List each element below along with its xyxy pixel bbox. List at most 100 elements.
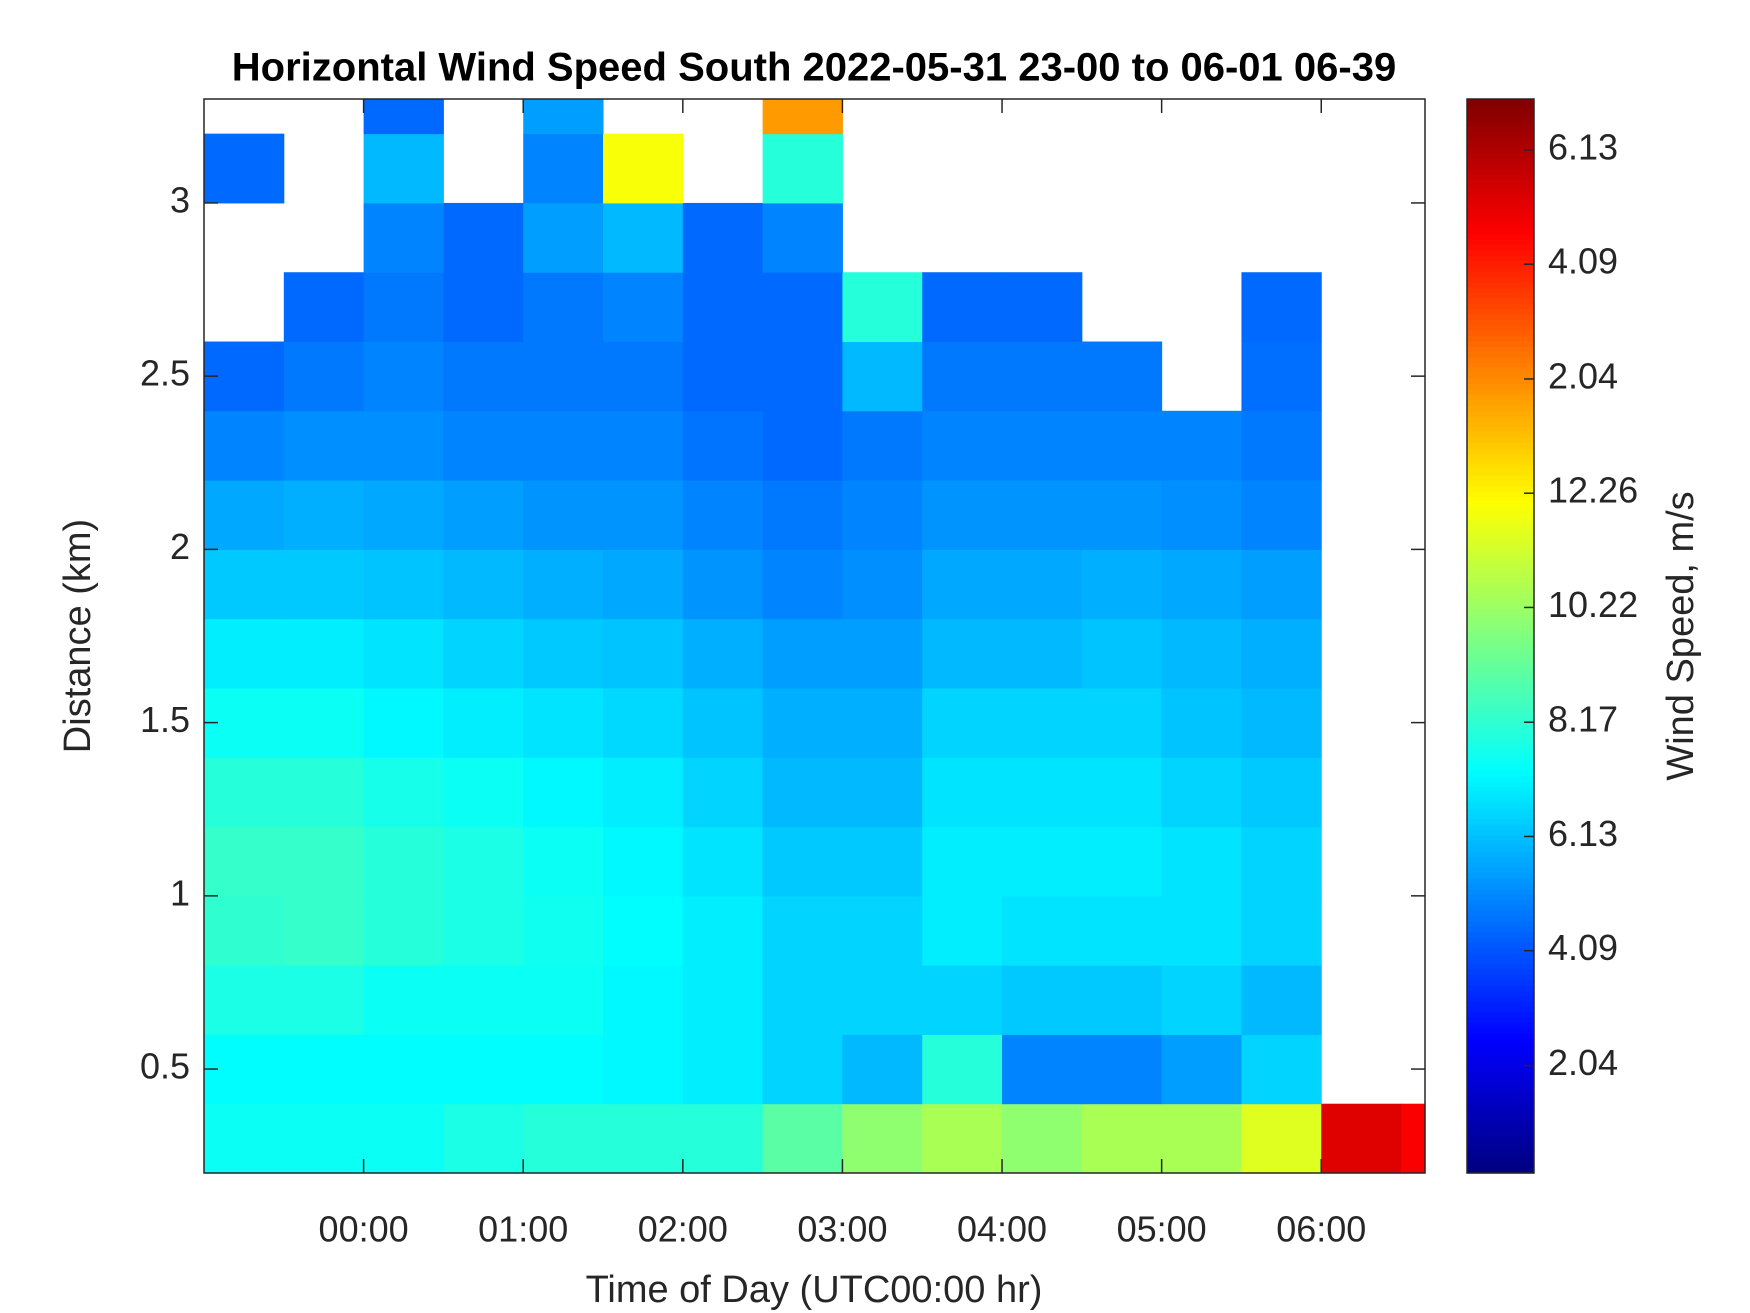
- colorbar-swatch: [1467, 550, 1534, 557]
- heatmap-cell: [1002, 341, 1083, 412]
- colorbar-swatch: [1467, 292, 1534, 299]
- colorbar-swatch: [1467, 356, 1534, 363]
- colorbar-label: Wind Speed, m/s: [1660, 491, 1702, 780]
- heatmap-cell: [363, 895, 444, 966]
- heatmap-cell: [204, 965, 285, 1035]
- heatmap-cell: [443, 687, 524, 758]
- colorbar-swatch: [1467, 249, 1534, 256]
- heatmap-cell: [283, 965, 365, 1035]
- colorbar-swatch: [1467, 1124, 1534, 1131]
- heatmap-cell: [603, 549, 684, 620]
- heatmap-cell: [443, 895, 524, 966]
- heatmap-cell: [283, 895, 365, 966]
- colorbar-swatch: [1467, 501, 1534, 508]
- heatmap-cell: [762, 133, 843, 204]
- colorbar-swatch: [1467, 775, 1534, 782]
- heatmap-cell: [363, 99, 444, 135]
- colorbar-tick-label: 2.04: [1548, 355, 1618, 396]
- heatmap-cell: [443, 1103, 524, 1174]
- heatmap-cell: [762, 480, 843, 550]
- heatmap-cell: [1241, 480, 1322, 550]
- colorbar-swatch: [1467, 872, 1534, 879]
- colorbar-tick-label: 12.26: [1548, 470, 1638, 511]
- heatmap-cell: [842, 965, 923, 1035]
- colorbar-swatch: [1467, 174, 1534, 181]
- heatmap-cell: [603, 480, 684, 550]
- colorbar-swatch: [1467, 856, 1534, 863]
- heatmap-cell: [922, 341, 1003, 412]
- heatmap-cell: [842, 341, 923, 412]
- colorbar-swatch: [1467, 716, 1534, 723]
- colorbar-swatch: [1467, 528, 1534, 535]
- y-tick-label: 2.5: [140, 353, 190, 394]
- colorbar-swatch: [1467, 222, 1534, 229]
- colorbar-swatch: [1467, 184, 1534, 191]
- colorbar-swatch: [1467, 152, 1534, 159]
- colorbar-swatch: [1467, 636, 1534, 642]
- colorbar-swatch: [1467, 614, 1534, 621]
- heatmap-cell: [603, 1103, 684, 1174]
- colorbar-swatch: [1467, 764, 1534, 771]
- heatmap-cell: [204, 618, 285, 689]
- colorbar-swatch: [1467, 104, 1534, 111]
- heatmap-cell: [1081, 480, 1163, 550]
- colorbar-swatch: [1467, 324, 1534, 331]
- colorbar-swatch: [1467, 260, 1534, 267]
- colorbar-swatch: [1467, 979, 1534, 986]
- colorbar-swatch: [1467, 1140, 1534, 1147]
- colorbar-swatch: [1467, 211, 1534, 218]
- colorbar-swatch: [1467, 474, 1534, 481]
- heatmap-cell: [443, 618, 524, 689]
- colorbar-swatch: [1467, 458, 1534, 465]
- colorbar-swatch: [1467, 464, 1534, 471]
- colorbar-swatch: [1467, 340, 1534, 347]
- heatmap-cell: [682, 480, 764, 550]
- colorbar-swatch: [1467, 1162, 1534, 1169]
- heatmap-cell: [922, 480, 1003, 550]
- y-tick-label: 1: [170, 872, 190, 913]
- heatmap-cell: [682, 549, 764, 620]
- heatmap-cell: [1161, 410, 1242, 481]
- heatmap-cell: [1081, 687, 1163, 758]
- heatmap-cell: [1401, 1103, 1426, 1174]
- heatmap-cell: [363, 410, 444, 481]
- heatmap-cell: [363, 965, 444, 1035]
- heatmap-cell: [1081, 826, 1163, 897]
- heatmap-cell: [1081, 895, 1163, 966]
- colorbar-tick-label: 6.13: [1548, 813, 1618, 854]
- colorbar-swatch: [1467, 394, 1534, 401]
- heatmap-cell: [922, 687, 1003, 758]
- heatmap-cell: [1161, 965, 1242, 1035]
- heatmap-cell: [1161, 549, 1242, 620]
- y-axis-label: Distance (km): [57, 519, 99, 753]
- heatmap-cell: [523, 480, 604, 550]
- colorbar-swatch: [1467, 678, 1534, 685]
- heatmap-cell: [1161, 618, 1242, 689]
- heatmap-cell: [1241, 1103, 1322, 1174]
- colorbar-swatch: [1467, 276, 1534, 283]
- colorbar-swatch: [1467, 861, 1534, 868]
- colorbar-swatch: [1467, 888, 1534, 895]
- heatmap-cell: [842, 1034, 923, 1105]
- x-axis-label: Time of Day (UTC00:00 hr): [586, 1269, 1043, 1311]
- heatmap-cell: [603, 341, 684, 412]
- colorbar-swatch: [1467, 738, 1534, 744]
- heatmap-cell: [682, 341, 764, 412]
- colorbar-frame: [1466, 98, 1535, 1174]
- heatmap-cell: [842, 895, 923, 966]
- colorbar-swatch: [1467, 1006, 1534, 1013]
- colorbar-swatch: [1467, 421, 1534, 428]
- colorbar-swatch: [1467, 576, 1534, 583]
- colorbar-swatch: [1467, 523, 1534, 530]
- heatmap-cell: [1241, 410, 1322, 481]
- heatmap-cell: [1161, 895, 1242, 966]
- colorbar-swatch: [1467, 179, 1534, 186]
- heatmap-cell: [443, 826, 524, 897]
- colorbar-swatch: [1467, 587, 1534, 594]
- heatmap: [204, 99, 1426, 1174]
- colorbar-swatch: [1467, 813, 1534, 820]
- colorbar-swatch: [1467, 952, 1534, 959]
- x-tick-label: 03:00: [797, 1209, 887, 1250]
- colorbar-swatch: [1467, 163, 1534, 170]
- colorbar-swatch: [1467, 603, 1534, 610]
